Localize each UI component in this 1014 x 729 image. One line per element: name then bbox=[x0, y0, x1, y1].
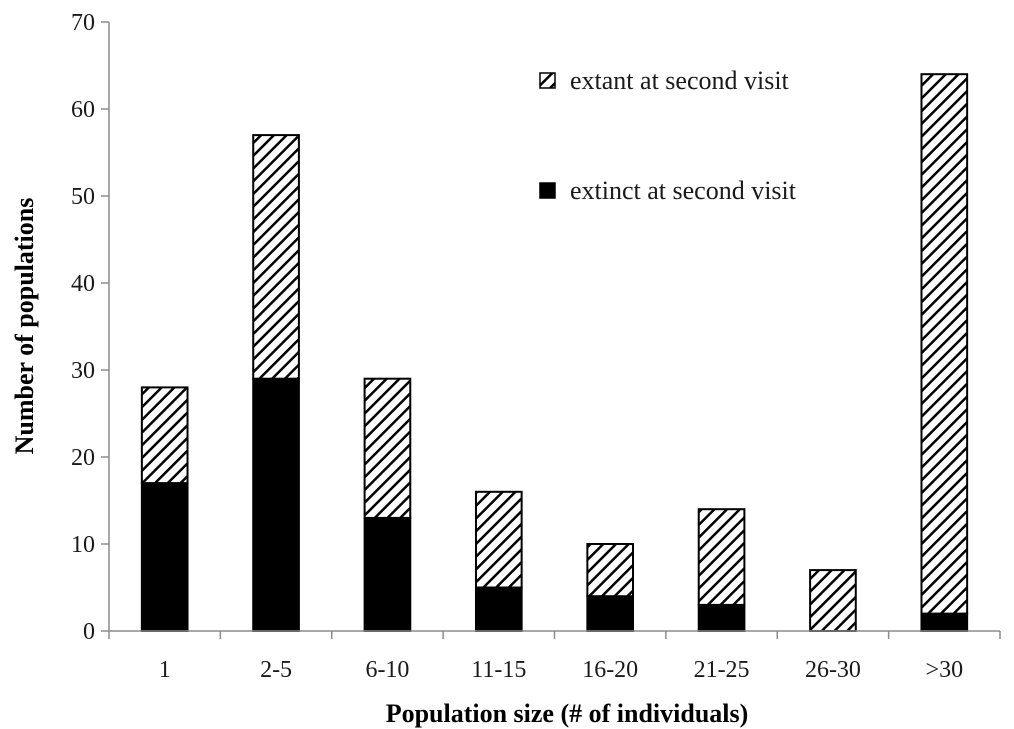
bar-11-15-extinct bbox=[474, 586, 523, 632]
x-tick-label-1: 1 bbox=[159, 657, 171, 683]
y-tick-label-0: 0 bbox=[83, 619, 95, 645]
bar-gt-30-extant bbox=[920, 73, 969, 615]
legend-swatch-extinct bbox=[539, 182, 556, 199]
y-tick-label-20: 20 bbox=[71, 445, 95, 471]
x-tick-label-26-30: 26-30 bbox=[805, 657, 861, 683]
y-tick-label-40: 40 bbox=[71, 271, 95, 297]
bar-gt-30-extinct bbox=[920, 612, 969, 632]
legend-swatch-extant bbox=[539, 72, 556, 89]
x-axis: 1 2-5 6-10 11-15 16-20 21-25 26-30 >30 bbox=[108, 630, 1001, 683]
x-tick-label-21-25: 21-25 bbox=[694, 657, 750, 683]
bar-1-extant bbox=[140, 386, 189, 485]
bar-21-25-extant bbox=[697, 508, 746, 606]
x-tick-label-11-15: 11-15 bbox=[471, 657, 526, 683]
y-tick-label-30: 30 bbox=[71, 358, 95, 384]
x-tick-label-6-10: 6-10 bbox=[365, 657, 409, 683]
bar-6-10-extant bbox=[363, 377, 412, 519]
x-axis-title: Population size (# of individuals) bbox=[386, 699, 749, 728]
x-tick-label-16-20: 16-20 bbox=[582, 657, 638, 683]
x-tick-label-gt-30: >30 bbox=[926, 657, 964, 683]
bars-group bbox=[140, 73, 969, 633]
bar-2-5-extinct bbox=[252, 377, 300, 633]
bar-26-30-extant bbox=[809, 569, 857, 632]
y-tick-label-10: 10 bbox=[71, 532, 95, 558]
legend: extant at second visit extinct at second … bbox=[539, 66, 797, 205]
bar-16-20-extinct bbox=[586, 595, 635, 633]
legend-label-extinct: extinct at second visit bbox=[570, 176, 797, 205]
legend-label-extant: extant at second visit bbox=[570, 66, 790, 95]
bar-1-extinct bbox=[140, 482, 189, 632]
y-tick-label-70: 70 bbox=[71, 10, 95, 36]
y-tick-label-50: 50 bbox=[71, 184, 95, 210]
y-axis-title: Number of populations bbox=[10, 198, 39, 455]
x-tick-label-2-5: 2-5 bbox=[260, 657, 292, 683]
bar-11-15-extant bbox=[474, 490, 523, 589]
bar-6-10-extinct bbox=[363, 516, 412, 633]
y-tick-label-60: 60 bbox=[71, 97, 95, 123]
y-axis: 0 10 20 30 40 50 60 70 bbox=[71, 10, 110, 645]
bar-2-5-extant bbox=[252, 134, 300, 380]
bar-21-25-extinct bbox=[697, 603, 746, 633]
bar-16-20-extant bbox=[586, 543, 635, 598]
